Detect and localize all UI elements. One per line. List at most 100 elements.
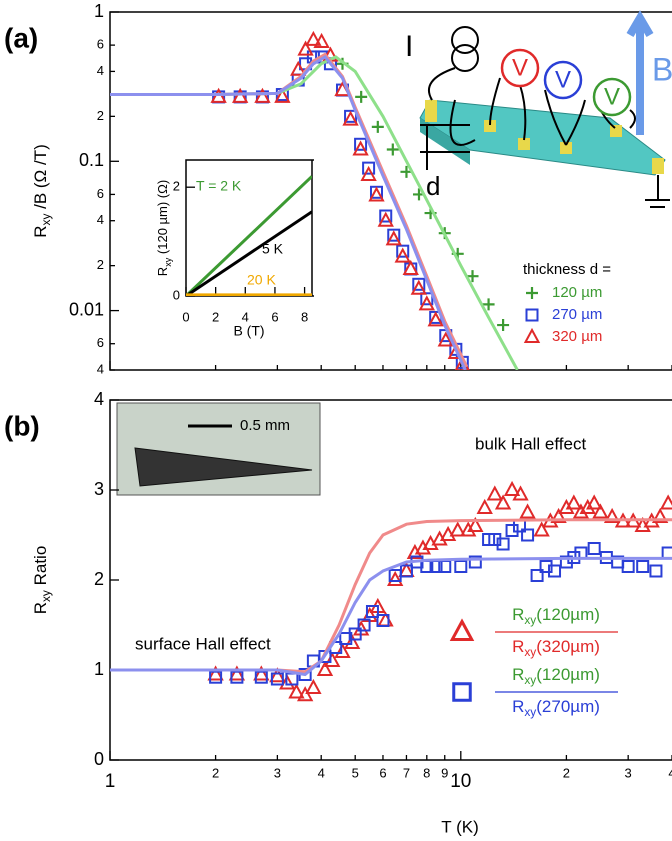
source-coil: [451, 44, 479, 72]
contact: [610, 125, 622, 137]
x-tick-label: 8: [301, 309, 308, 324]
contact: [652, 158, 664, 174]
y-axis-label-part: R: [31, 602, 50, 614]
plot-area: [186, 175, 312, 296]
y-tick-label: 4: [94, 389, 104, 409]
y-tick-label: 6: [97, 186, 104, 201]
data-point: [412, 277, 426, 291]
legend-denominator-part: xy: [524, 645, 536, 659]
series-label: 20 K: [247, 272, 276, 288]
data-point: [496, 537, 510, 551]
legend-title: thickness d =: [523, 261, 611, 278]
data-point: [550, 507, 567, 523]
data-point: [270, 672, 284, 686]
voltmeter: [500, 48, 540, 88]
data-point: [343, 633, 361, 649]
data-point: [209, 670, 223, 684]
y-tick-label: 1: [94, 659, 104, 679]
data-point: [467, 516, 484, 532]
legend-denominator-part: R: [512, 637, 524, 656]
data-point: [290, 60, 307, 76]
data-point: [269, 667, 286, 683]
x-tick-label: 4: [242, 309, 249, 324]
x-tick-label: 4: [668, 765, 672, 780]
y-axis-label-part: R: [155, 267, 170, 276]
data-point: [357, 618, 371, 632]
y-axis-label-part: (120 µm) (Ω): [155, 180, 170, 258]
data-point: [651, 507, 669, 523]
data-line: [186, 210, 312, 296]
data-point: [316, 660, 334, 676]
y-tick-label: 0.01: [69, 299, 104, 319]
x-tick-label: 9: [441, 765, 448, 780]
y-axis-label-part: /B (Ω /T): [31, 144, 50, 213]
panel-label: (b): [4, 410, 40, 441]
x-tick-label: 2: [212, 309, 219, 324]
data-point: [476, 498, 493, 514]
data-point: [342, 110, 359, 126]
sample-side: [420, 118, 470, 165]
data-point: [296, 686, 314, 702]
y-tick-label: 4: [97, 63, 104, 78]
series-label: T = 2 K: [196, 178, 242, 194]
data-point: [503, 480, 521, 496]
data-point: [621, 560, 635, 573]
data-point: [592, 503, 609, 519]
data-point: [334, 642, 351, 658]
data-point: [587, 542, 601, 555]
data-point: [572, 503, 590, 519]
data-point: [414, 539, 432, 555]
x-tick-label: 3: [625, 765, 632, 780]
data-point: [530, 569, 544, 582]
x-axis-label: B (T): [233, 323, 264, 339]
data-point: [558, 498, 575, 514]
y-axis-label-part: xy: [163, 257, 173, 267]
data-point: [313, 32, 330, 48]
y-tick-label: 2: [97, 108, 104, 123]
panel-label: (a): [4, 22, 38, 53]
series-label: 5 K: [262, 241, 284, 257]
data-point: [533, 521, 550, 537]
data-point: [402, 259, 419, 275]
ground: [645, 175, 670, 208]
data-point: [354, 137, 368, 151]
data-point: [497, 319, 510, 332]
y-tick-label: 2: [173, 179, 180, 194]
x-axis-label: T (K): [441, 817, 478, 836]
y-tick-label: 0.1: [79, 150, 104, 170]
data-point: [355, 90, 368, 103]
data-point: [661, 546, 672, 560]
annotation: surface Hall effect: [135, 634, 271, 653]
legend-label: 320 µm: [552, 328, 602, 345]
data-point: [385, 230, 402, 246]
contact: [484, 120, 496, 132]
data-point: [548, 564, 562, 578]
data-point: [274, 87, 291, 103]
x-tick-label: 7: [403, 765, 410, 780]
data-point: [368, 186, 385, 202]
voltmeter: [592, 77, 632, 117]
y-axis-label: Rxy Ratio: [31, 546, 53, 615]
data-point: [521, 528, 535, 542]
diagram-label: I: [405, 30, 413, 63]
thickness-marker: [420, 124, 470, 170]
data-point: [324, 651, 341, 667]
data-line: [110, 556, 672, 677]
legend-marker: [452, 682, 472, 702]
legend-marker: [526, 287, 538, 299]
y-tick-label: 1: [94, 1, 104, 21]
annotation: 0.5 mm: [240, 417, 290, 434]
legend-numerator: Rxy(120µm): [512, 665, 600, 687]
data-point: [437, 331, 454, 347]
data-point: [387, 228, 401, 242]
legend-denominator: Rxy(320µm): [512, 637, 600, 659]
inset: 0 2 0 2 4 6 8 B (T) Rxy (120 µm) (Ω) T = 2 K 5 K 20…: [155, 157, 315, 339]
panel-b: 0123412345678910234(b)T (K)Rxy Ratiobulk…: [4, 389, 672, 836]
axes-frame: [109, 11, 672, 371]
plot-area: [110, 30, 519, 370]
legend-numerator-part: (120µm): [536, 665, 600, 684]
data-point: [420, 292, 434, 306]
voltmeter: [543, 60, 583, 100]
data-point: [207, 665, 224, 681]
